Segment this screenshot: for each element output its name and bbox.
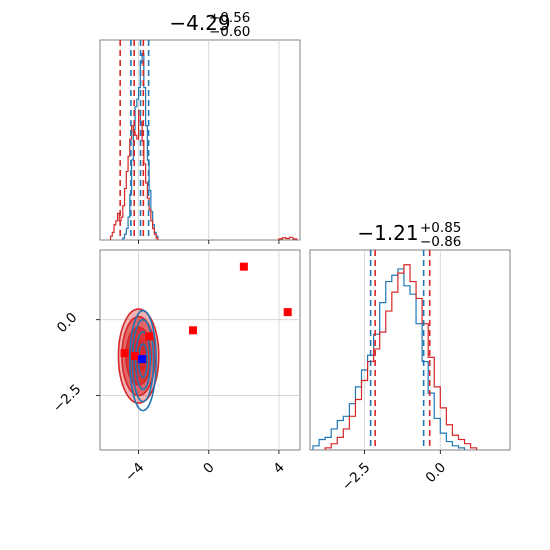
panel-hist-y-grid <box>364 250 441 450</box>
panel-hist-y-quantiles <box>369 250 431 450</box>
marker-square <box>283 308 292 317</box>
histogram-step <box>312 268 466 450</box>
title-value: −4.29 <box>169 11 230 35</box>
y-tick-label: 0.0 <box>54 310 81 337</box>
x-tick-label: 0 <box>200 460 217 477</box>
x-tick-label: −2.5 <box>339 460 373 494</box>
contour-level-blue <box>134 331 152 391</box>
histogram-step <box>324 264 478 450</box>
marker-square <box>120 349 129 358</box>
panel-scatter-xy-xticks: −4 0 4 <box>122 450 288 485</box>
panel-hist-x-grid <box>138 40 280 244</box>
title-value: −1.21 <box>357 221 418 245</box>
title-upper-error: +0.56 <box>209 10 250 26</box>
panel-hist-x-title: −4.29 <box>169 11 230 35</box>
panel-hist-y-xticks: −2.5 0.0 <box>339 450 449 494</box>
y-tick-label: −2.5 <box>50 381 84 415</box>
x-tick-label: −4 <box>122 460 147 485</box>
marker-square <box>138 355 147 364</box>
panel-hist-y-series <box>312 264 478 450</box>
title-lower-error: −0.60 <box>209 24 250 40</box>
panel-hist-y-title: −1.21 <box>357 221 418 245</box>
x-tick-label: 4 <box>270 460 287 477</box>
panel-scatter-xy-yticks: 0.0 −2.5 <box>50 310 100 416</box>
title-upper-error: +0.85 <box>420 220 461 236</box>
contour-level-blue <box>129 309 157 412</box>
panel-hist-x: −4.29 +0.56 −0.60 <box>99 10 301 244</box>
marker-square <box>188 326 197 335</box>
contour-level-blue <box>131 318 155 403</box>
marker-square <box>131 352 140 361</box>
panel-scatter-xy-markers <box>120 262 292 364</box>
marker-square <box>239 262 248 271</box>
panel-hist-y: −2.5 0.0 −1.21 +0.85 −0.86 <box>309 220 511 494</box>
x-tick-label: 0.0 <box>423 460 450 487</box>
panel-hist-x-quantiles <box>119 40 150 240</box>
title-lower-error: −0.86 <box>420 234 461 250</box>
marker-square <box>145 332 154 341</box>
histogram-step <box>278 236 298 240</box>
panel-scatter-xy: −4 0 4 0.0 −2.5 <box>50 249 301 485</box>
